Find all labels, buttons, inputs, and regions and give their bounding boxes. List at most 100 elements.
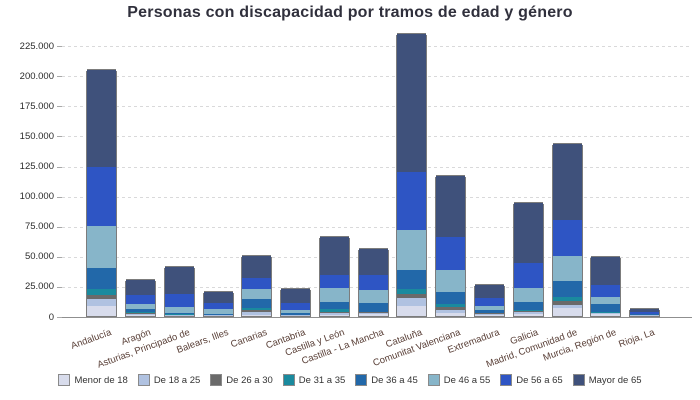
- legend-item-de-26-a-30[interactable]: De 26 a 30: [210, 374, 273, 386]
- legend-label: Menor de 18: [74, 374, 128, 386]
- y-axis-tick: [57, 226, 62, 228]
- bar-segment[interactable]: [125, 294, 155, 304]
- y-gridline: [62, 76, 692, 78]
- legend-swatch-icon: [427, 374, 440, 386]
- bar-segment[interactable]: [358, 302, 388, 312]
- bar-segment[interactable]: [436, 235, 466, 271]
- chart-title: Personas con discapacidad por tramos de …: [127, 4, 573, 21]
- bar-segment[interactable]: [281, 301, 310, 311]
- legend-label: De 18 a 25: [153, 374, 201, 386]
- bar-1-stack[interactable]: [86, 69, 118, 317]
- legend-item-mayor-de-65[interactable]: Mayor de 65: [572, 374, 642, 386]
- bar-segment[interactable]: [436, 291, 466, 305]
- y-axis-tick-label: 225.000: [19, 40, 54, 52]
- bar-segment[interactable]: [591, 256, 621, 286]
- bar-segment[interactable]: [397, 171, 427, 230]
- legend-item-de-46-a-55[interactable]: De 46 a 55: [427, 374, 491, 386]
- bar-segment[interactable]: [87, 165, 117, 226]
- bar-segment[interactable]: [397, 32, 427, 173]
- bar-segment[interactable]: [475, 296, 504, 306]
- bar-segment[interactable]: [436, 174, 466, 237]
- bar-12-stack[interactable]: [512, 201, 544, 317]
- y-axis-tick: [57, 76, 62, 78]
- bar-segment[interactable]: [513, 261, 543, 288]
- bar-3-stack[interactable]: [163, 266, 195, 317]
- y-axis-tick: [57, 317, 62, 318]
- y-gridline: [62, 106, 692, 108]
- legend: Menor de 18 De 18 a 25 De 26 a 30 De 31 a 3…: [0, 374, 700, 386]
- bar-2-stack[interactable]: [124, 278, 156, 317]
- bar-segment[interactable]: [319, 236, 349, 276]
- bar-segment[interactable]: [397, 304, 427, 316]
- bar-segment[interactable]: [242, 254, 272, 279]
- bar-13-stack[interactable]: [551, 143, 583, 317]
- y-axis-tick: [57, 106, 62, 108]
- legend-item-de-36-a-45[interactable]: De 36 a 45: [355, 374, 418, 386]
- bar-segment[interactable]: [513, 300, 543, 311]
- bar-segment[interactable]: [358, 289, 388, 304]
- bar-segment[interactable]: [475, 284, 504, 298]
- bar-9-stack[interactable]: [396, 32, 428, 317]
- bar-segment[interactable]: [630, 307, 660, 312]
- bar-segment[interactable]: [242, 288, 272, 300]
- bar-4-stack[interactable]: [202, 290, 234, 317]
- bar-14-stack[interactable]: [590, 256, 622, 317]
- bar-segment[interactable]: [552, 143, 582, 220]
- bar-segment[interactable]: [87, 304, 117, 316]
- bar-segment[interactable]: [281, 288, 310, 303]
- y-axis-tick: [57, 286, 62, 288]
- bar-segment[interactable]: [552, 306, 582, 316]
- bar-segment[interactable]: [242, 298, 272, 308]
- legend-item-menor-de-18[interactable]: Menor de 18: [58, 374, 128, 386]
- y-gridline: [62, 226, 692, 228]
- bar-segment[interactable]: [552, 218, 582, 257]
- bar-segment[interactable]: [397, 268, 427, 289]
- bar-segment[interactable]: [358, 274, 388, 291]
- legend-item-de-31-a-35[interactable]: De 31 a 35: [282, 374, 345, 386]
- y-axis-tick-label: 125.000: [19, 161, 54, 172]
- bar-10-stack[interactable]: [435, 174, 467, 317]
- bar-segment[interactable]: [591, 284, 621, 297]
- bar-segment[interactable]: [164, 266, 194, 295]
- bar-segment[interactable]: [319, 286, 349, 302]
- bar-6-stack[interactable]: [280, 288, 311, 317]
- bar-segment[interactable]: [87, 266, 117, 290]
- y-axis-tick-label: 200.000: [19, 70, 54, 82]
- bar-segment[interactable]: [203, 301, 233, 309]
- bar-segment[interactable]: [358, 247, 388, 276]
- bar-7-stack[interactable]: [318, 236, 350, 317]
- bar-segment[interactable]: [436, 269, 466, 293]
- y-axis-tick-label: 25.000: [24, 281, 54, 293]
- bar-segment[interactable]: [513, 286, 543, 302]
- bar-segment[interactable]: [397, 296, 427, 306]
- bar-segment[interactable]: [87, 298, 117, 306]
- bar-segment[interactable]: [552, 255, 582, 282]
- bar-segment[interactable]: [203, 290, 233, 303]
- bar-segment[interactable]: [87, 224, 117, 268]
- bar-segment[interactable]: [591, 303, 621, 312]
- x-axis-label: Rioja, La: [617, 327, 657, 351]
- legend-label: De 46 a 55: [443, 374, 491, 386]
- bar-segment[interactable]: [319, 274, 349, 288]
- legend-item-de-56-a-65[interactable]: De 56 a 65: [500, 374, 563, 386]
- legend-item-de-18-a-25[interactable]: De 18 a 25: [137, 374, 201, 386]
- bar-segment[interactable]: [319, 300, 349, 310]
- legend-swatch-icon: [137, 374, 150, 386]
- bar-segment[interactable]: [242, 277, 272, 290]
- bar-segment[interactable]: [164, 305, 194, 313]
- legend-label: De 36 a 45: [371, 374, 418, 386]
- bar-segment[interactable]: [87, 69, 117, 167]
- bar-segment[interactable]: [164, 293, 194, 307]
- bar-segment[interactable]: [591, 295, 621, 305]
- bar-5-stack[interactable]: [241, 254, 273, 317]
- bar-segment[interactable]: [513, 201, 543, 263]
- bar-11-stack[interactable]: [474, 284, 505, 317]
- bar-segment[interactable]: [125, 278, 155, 296]
- y-gridline: [62, 166, 692, 168]
- legend-swatch-icon: [572, 374, 585, 386]
- bar-8-stack[interactable]: [357, 247, 389, 317]
- bar-segment[interactable]: [397, 228, 427, 270]
- bar-15-stack[interactable]: [629, 307, 661, 317]
- bar-segment[interactable]: [552, 280, 582, 297]
